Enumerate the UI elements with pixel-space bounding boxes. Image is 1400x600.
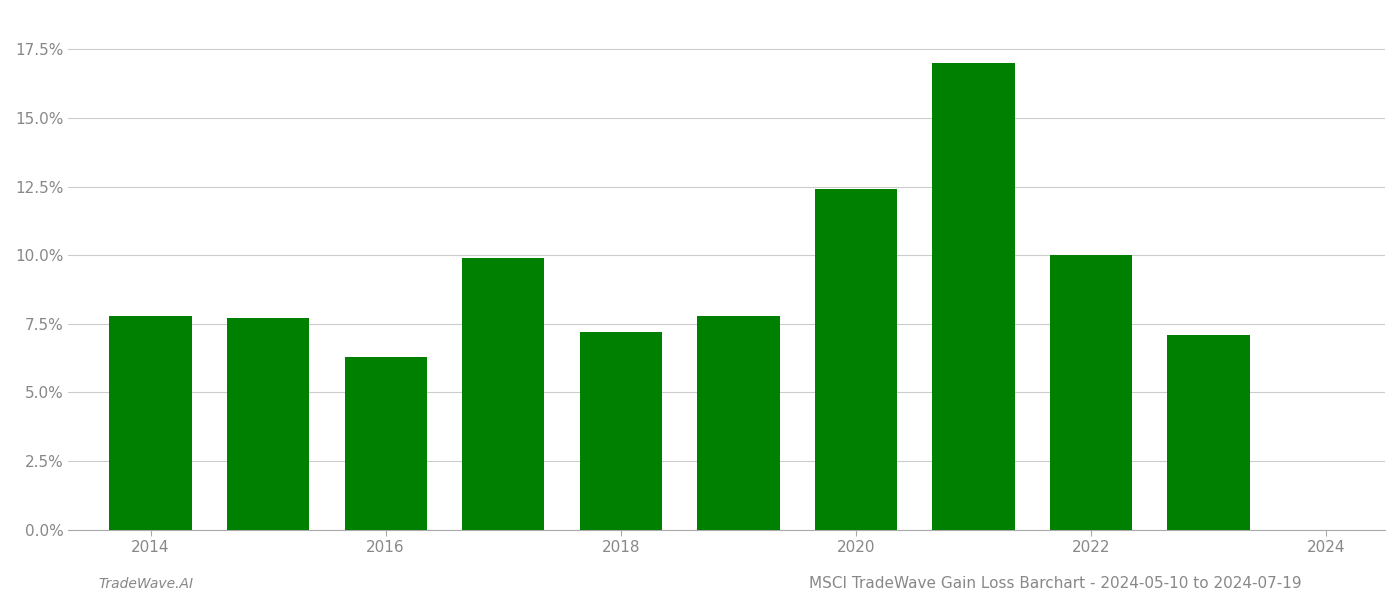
Bar bbox=[462, 258, 545, 530]
Bar bbox=[344, 356, 427, 530]
Bar bbox=[227, 318, 309, 530]
Text: MSCI TradeWave Gain Loss Barchart - 2024-05-10 to 2024-07-19: MSCI TradeWave Gain Loss Barchart - 2024… bbox=[809, 576, 1302, 591]
Bar bbox=[109, 316, 192, 530]
Bar bbox=[580, 332, 662, 530]
Bar bbox=[932, 63, 1015, 530]
Text: TradeWave.AI: TradeWave.AI bbox=[98, 577, 193, 591]
Bar bbox=[1168, 335, 1250, 530]
Bar bbox=[815, 189, 897, 530]
Bar bbox=[1050, 255, 1133, 530]
Bar bbox=[697, 316, 780, 530]
